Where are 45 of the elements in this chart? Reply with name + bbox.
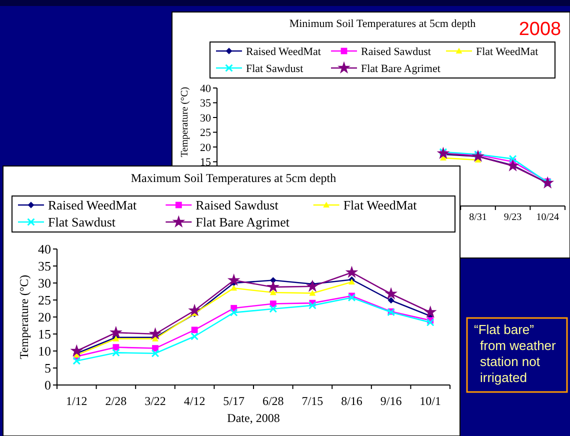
- y-tick-label: 25: [200, 127, 212, 140]
- x-tick-label: 10/1: [420, 394, 442, 408]
- y-tick-label: 15: [38, 326, 51, 342]
- legend-label: Flat WeedMat: [476, 46, 538, 58]
- y-tick-label: 25: [38, 292, 51, 308]
- text: 2008: [518, 19, 562, 40]
- x-tick-label: 2/28: [105, 394, 127, 408]
- y-tick-label: 0: [44, 378, 51, 393]
- chart-title: Maximum Soil Temperatures at 5cm depth: [130, 171, 336, 185]
- y-axis-title: Temperature (°C): [180, 86, 190, 158]
- legend-label: Flat Sawdust: [48, 214, 116, 230]
- legend-label: Flat Bare Agrimet: [361, 62, 440, 75]
- legend-label: Flat Sawdust: [246, 62, 304, 75]
- x-tick-label: 9/23: [504, 212, 522, 223]
- y-tick-label: 40: [200, 82, 212, 95]
- text: “Flat bare” from weather station not irrigated: [474, 322, 557, 385]
- x-tick-label: 7/15: [302, 394, 324, 408]
- legend-label: Flat Bare Agrimet: [196, 214, 290, 230]
- y-tick-label: 35: [38, 258, 51, 274]
- legend-label: Raised WeedMat: [246, 46, 321, 58]
- x-tick-label: 4/12: [184, 394, 206, 408]
- x-tick-label: 5/17: [223, 394, 245, 408]
- x-tick-label: 3/22: [144, 394, 166, 408]
- legend-label: Raised WeedMat: [48, 198, 137, 213]
- legend-label: Raised Sawdust: [361, 46, 431, 58]
- y-tick-label: 20: [200, 142, 212, 154]
- legend-label: Flat WeedMat: [343, 198, 418, 213]
- y-tick-label: 5: [44, 360, 51, 376]
- y-tick-label: 35: [200, 98, 212, 110]
- chart-title: Minimum Soil Temperatures at 5cm depth: [289, 18, 476, 30]
- y-tick-label: 30: [38, 276, 51, 291]
- legend-label: Raised Sawdust: [196, 198, 279, 213]
- y-tick-label: 40: [38, 242, 51, 257]
- y-axis-title: Temperature (°C): [17, 274, 32, 360]
- x-tick-label: 8/16: [341, 394, 362, 408]
- y-tick-label: 15: [200, 156, 212, 169]
- x-tick-label: 10/24: [536, 212, 559, 223]
- x-tick-label: 6/28: [262, 394, 284, 408]
- y-tick-label: 10: [38, 344, 51, 359]
- x-tick-label: 1/12: [66, 394, 88, 408]
- x-tick-label: 9/16: [380, 394, 402, 408]
- y-tick-label: 30: [200, 112, 212, 124]
- x-axis-title: Date, 2008: [227, 411, 280, 425]
- x-tick-label: 8/31: [469, 212, 487, 223]
- y-tick-label: 20: [38, 310, 51, 325]
